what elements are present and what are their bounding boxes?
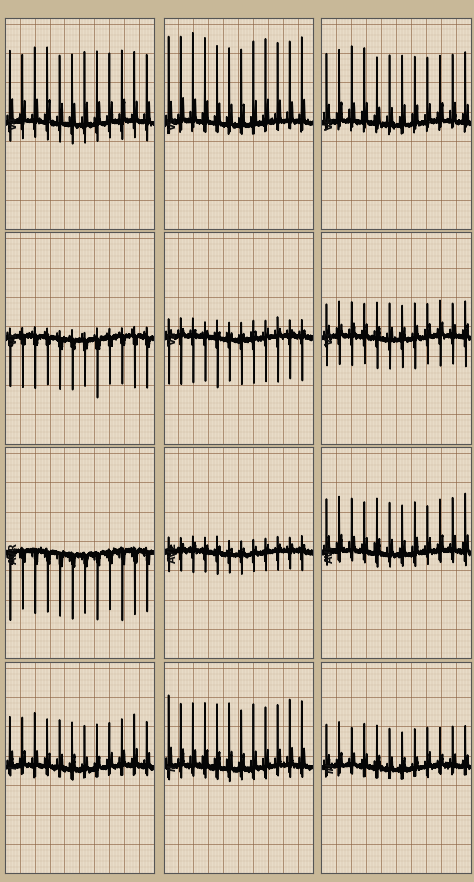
Text: I: I: [9, 766, 18, 769]
Text: V3: V3: [325, 331, 335, 345]
Text: V4: V4: [9, 116, 18, 131]
Text: V2: V2: [167, 331, 177, 345]
Text: AVR: AVR: [9, 542, 18, 564]
Text: III: III: [325, 762, 335, 773]
Text: II: II: [167, 764, 177, 771]
Text: V6: V6: [325, 116, 335, 131]
Text: V5: V5: [167, 116, 177, 131]
Text: V1: V1: [9, 331, 18, 345]
Text: AVF: AVF: [325, 542, 335, 564]
Text: AVL: AVL: [167, 542, 177, 563]
